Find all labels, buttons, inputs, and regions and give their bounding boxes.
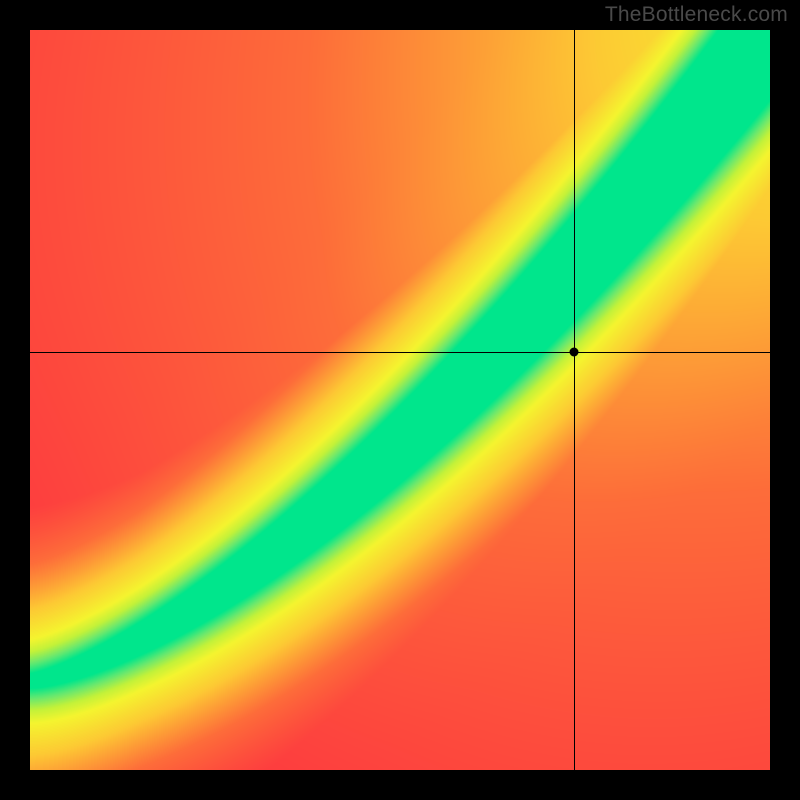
bottleneck-heatmap <box>30 30 770 770</box>
crosshair-point <box>569 347 578 356</box>
crosshair-vertical-line <box>574 30 575 770</box>
crosshair-horizontal-line <box>30 352 770 353</box>
watermark-text: TheBottleneck.com <box>605 3 788 27</box>
